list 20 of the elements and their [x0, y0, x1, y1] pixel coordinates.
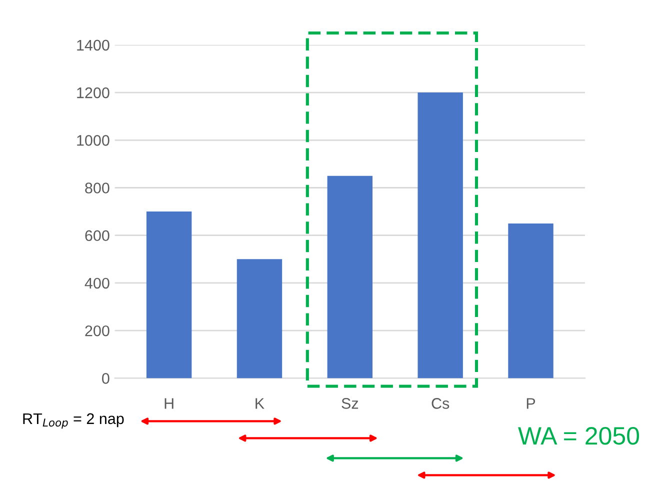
y-tick-label: 0 [102, 373, 110, 384]
y-tick-label: 400 [84, 278, 110, 289]
x-tick-label: Cs [432, 398, 450, 409]
y-tick-label: 800 [85, 182, 110, 194]
y-tick-label: 1000 [77, 135, 110, 146]
bar [418, 92, 463, 378]
text: RT$_{Loop}$ = 2 nap [23, 413, 124, 429]
x-tick-label: H [164, 398, 174, 409]
y-tick-label: 1200 [77, 87, 110, 98]
x-tick-label: Sz [342, 398, 358, 409]
x-tick-label: P [526, 398, 536, 409]
bar [508, 223, 554, 378]
text: WA = 2050 [518, 427, 640, 445]
bar [146, 212, 192, 378]
bar [236, 259, 282, 378]
x-tick-label: K [256, 398, 264, 409]
y-tick-label: 1400 [77, 40, 110, 51]
bar [327, 176, 373, 378]
y-tick-label: 600 [85, 230, 110, 242]
y-tick-label: 200 [85, 325, 110, 336]
